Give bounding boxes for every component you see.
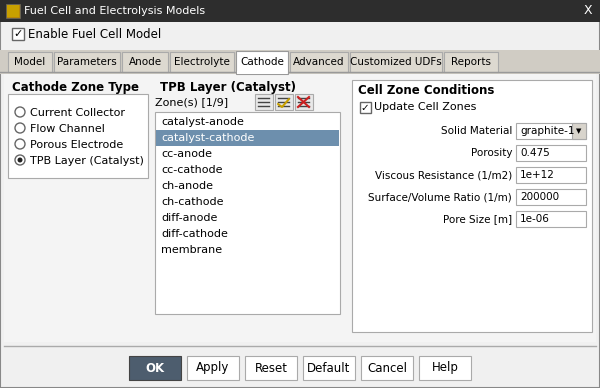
Bar [129, 356, 181, 380]
Text: Default: Default [307, 362, 350, 374]
Text: Model: Model [14, 57, 46, 67]
Circle shape [15, 139, 25, 149]
Bar [516, 211, 586, 227]
Text: Parameters: Parameters [57, 57, 117, 67]
Bar [419, 356, 471, 380]
Text: 0.475: 0.475 [520, 148, 550, 158]
Bar [350, 52, 442, 72]
Bar [236, 51, 288, 74]
Text: ch-cathode: ch-cathode [161, 197, 223, 207]
Bar [360, 102, 371, 113]
Text: Electrolyte: Electrolyte [174, 57, 230, 67]
Text: X: X [584, 5, 592, 17]
Bar [0, 0, 600, 22]
Bar [237, 71, 287, 74]
Text: ch-anode: ch-anode [161, 181, 213, 191]
Bar [444, 52, 498, 72]
Circle shape [15, 123, 25, 133]
Text: Anode: Anode [128, 57, 161, 67]
Text: Update Cell Zones: Update Cell Zones [374, 102, 476, 113]
Bar [295, 94, 313, 110]
Bar [572, 123, 586, 139]
Bar [290, 52, 348, 72]
Text: Current Collector: Current Collector [30, 107, 125, 118]
Bar [155, 112, 340, 314]
Text: graphite-1: graphite-1 [520, 126, 575, 136]
Bar [361, 356, 413, 380]
Text: Solid Material: Solid Material [440, 126, 512, 136]
Text: OK: OK [145, 362, 164, 374]
Text: Help: Help [431, 362, 458, 374]
Text: Cancel: Cancel [367, 362, 407, 374]
Text: diff-anode: diff-anode [161, 213, 217, 223]
Text: Cathode Zone Type: Cathode Zone Type [12, 80, 139, 94]
Bar [156, 130, 339, 146]
Bar [7, 5, 19, 17]
Bar [516, 145, 586, 161]
Text: 1e-06: 1e-06 [520, 214, 550, 224]
Text: Cathode: Cathode [240, 57, 284, 67]
Text: membrane: membrane [161, 245, 222, 255]
Text: Advanced: Advanced [293, 57, 345, 67]
Circle shape [17, 158, 23, 163]
Text: 200000: 200000 [520, 192, 559, 202]
Bar [170, 52, 234, 72]
Circle shape [15, 155, 25, 165]
Text: Porous Electrode: Porous Electrode [30, 140, 123, 149]
Text: Pore Size [m]: Pore Size [m] [443, 214, 512, 224]
Text: TPB Layer (Catalyst): TPB Layer (Catalyst) [30, 156, 144, 166]
Bar [245, 356, 297, 380]
Text: Apply: Apply [196, 362, 230, 374]
Text: cc-cathode: cc-cathode [161, 165, 223, 175]
Text: ▼: ▼ [577, 128, 581, 134]
Bar [516, 189, 586, 205]
Text: diff-cathode: diff-cathode [161, 229, 228, 239]
Text: cc-anode: cc-anode [161, 149, 212, 159]
Text: Cell Zone Conditions: Cell Zone Conditions [358, 85, 494, 97]
Text: TPB Layer (Catalyst): TPB Layer (Catalyst) [160, 80, 296, 94]
Bar [275, 94, 293, 110]
Text: Porosity: Porosity [470, 148, 512, 158]
Text: ✓: ✓ [360, 102, 369, 113]
Text: Flow Channel: Flow Channel [30, 123, 105, 133]
Bar [352, 80, 592, 332]
Bar [4, 74, 596, 342]
Text: Fuel Cell and Electrolysis Models: Fuel Cell and Electrolysis Models [24, 6, 205, 16]
Bar [12, 28, 24, 40]
Circle shape [15, 107, 25, 117]
Bar [255, 94, 273, 110]
Bar [303, 356, 355, 380]
Text: 1e+12: 1e+12 [520, 170, 555, 180]
Text: Customized UDFs: Customized UDFs [350, 57, 442, 67]
Bar [8, 52, 52, 72]
Bar [122, 52, 168, 72]
Bar [0, 50, 600, 74]
Text: ✓: ✓ [13, 29, 22, 39]
Bar [516, 167, 586, 183]
Text: Surface/Volume Ratio (1/m): Surface/Volume Ratio (1/m) [368, 192, 512, 202]
Text: Enable Fuel Cell Model: Enable Fuel Cell Model [28, 28, 161, 40]
Text: Reports: Reports [451, 57, 491, 67]
Bar [516, 123, 586, 139]
Bar [187, 356, 239, 380]
Text: Zone(s) [1/9]: Zone(s) [1/9] [155, 97, 228, 107]
Bar [54, 52, 120, 72]
Bar [8, 94, 148, 178]
Text: catalyst-anode: catalyst-anode [161, 117, 244, 127]
Text: Reset: Reset [254, 362, 287, 374]
Bar [6, 4, 20, 18]
Text: Viscous Resistance (1/m2): Viscous Resistance (1/m2) [375, 170, 512, 180]
Text: catalyst-cathode: catalyst-cathode [161, 133, 254, 143]
